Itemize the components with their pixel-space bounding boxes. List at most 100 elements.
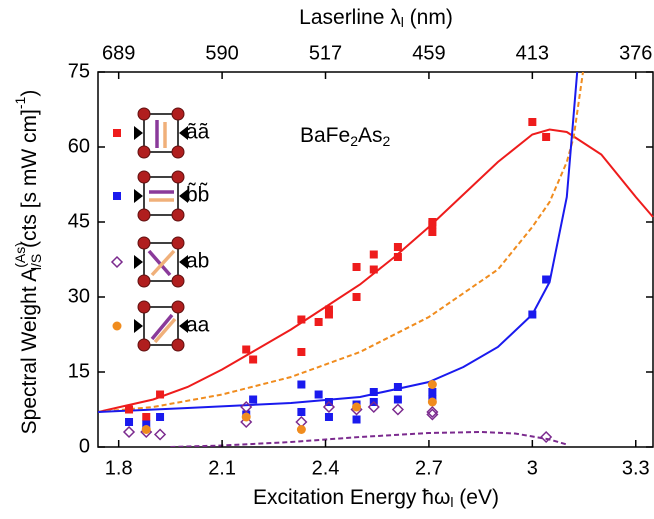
- legend-label: ãã: [186, 121, 210, 144]
- fit-line: [98, 72, 579, 413]
- legend-label: ab: [186, 250, 209, 273]
- icon-atom: [137, 107, 151, 121]
- icon-arrow: [147, 249, 172, 277]
- annotation-sub: 2: [383, 133, 391, 149]
- icon-atom: [171, 236, 185, 250]
- x2-label-sub: l: [401, 14, 404, 30]
- icon-atom: [171, 170, 185, 184]
- x-label-part: Excitation Energy ħω: [253, 486, 450, 509]
- data-point: [125, 405, 134, 414]
- legend-icon: [134, 236, 188, 288]
- data-point: [324, 305, 333, 314]
- y-label-sub: l/S: [28, 254, 44, 270]
- plot-frame: [97, 71, 654, 448]
- x-label-part: (eV): [453, 486, 499, 509]
- data-point: [369, 250, 378, 259]
- data-point: [369, 265, 378, 274]
- icon-atom: [137, 236, 151, 250]
- y-label-part: ): [18, 90, 41, 97]
- legend-marker: [112, 321, 122, 331]
- data-point: [324, 413, 333, 421]
- data-point: [393, 253, 402, 261]
- icon-atom: [137, 170, 151, 184]
- x-tick-label: 2.1: [208, 457, 236, 479]
- x2-tick-label: 459: [412, 42, 445, 64]
- y-tick-label: 60: [68, 135, 90, 157]
- data-point: [314, 318, 323, 326]
- x-tick-label: 3: [527, 457, 538, 479]
- annotation-part: BaFe: [300, 124, 350, 147]
- icon-arrow: [153, 317, 177, 344]
- data-point: [296, 425, 306, 434]
- x2-tick-label: 376: [619, 42, 652, 64]
- icon-atom: [137, 300, 151, 314]
- x-tick-label: 3.3: [622, 457, 650, 479]
- data-point: [542, 275, 551, 284]
- data-point: [426, 405, 439, 419]
- data-point: [240, 415, 253, 429]
- icon-atom: [171, 107, 185, 121]
- annotation-part: As: [358, 124, 383, 147]
- icon-arrowhead: [134, 189, 143, 203]
- fit-line: [98, 72, 584, 413]
- icon-atom: [137, 145, 151, 159]
- y-tick-label: 75: [68, 60, 90, 82]
- y-label-part: (cts [s mW cm]: [18, 109, 41, 254]
- y-label-part: Spectral Weight A: [18, 268, 41, 435]
- data-point: [156, 413, 165, 421]
- data-point: [324, 310, 333, 319]
- annotation: BaFe2As2: [300, 124, 391, 149]
- data-point: [297, 380, 306, 389]
- legend-icon: [134, 170, 188, 222]
- data-point: [352, 415, 361, 424]
- data-point: [393, 395, 402, 404]
- legend-label: aa: [186, 314, 210, 337]
- icon-arrowhead: [179, 126, 188, 140]
- data-point: [528, 118, 537, 126]
- y-tick-label: 15: [68, 360, 90, 382]
- data-point: [142, 413, 151, 421]
- data-point: [249, 355, 258, 364]
- fit-line: [170, 430, 568, 447]
- y-axis-label: Spectral Weight A(As)l/S (cts [s mW cm]-…: [12, 90, 44, 435]
- legend-icon: [134, 300, 188, 352]
- data-point: [367, 400, 380, 414]
- icon-box: [143, 176, 179, 216]
- data-point: [122, 425, 136, 439]
- data-point: [428, 228, 437, 236]
- icon-atom: [171, 145, 185, 159]
- icon-box: [143, 113, 179, 153]
- legend-marker: [110, 255, 124, 269]
- icon-arrowhead: [134, 126, 143, 140]
- data-point: [141, 425, 151, 434]
- data-point: [427, 397, 437, 407]
- legend-icon: [134, 107, 188, 159]
- data-point: [428, 388, 437, 396]
- data-point: [297, 348, 306, 356]
- data-point: [241, 412, 251, 422]
- legend-marker: [113, 192, 121, 200]
- data-point: [314, 390, 323, 399]
- y-tick-label: 45: [68, 210, 90, 232]
- data-point: [428, 218, 437, 226]
- data-point: [240, 400, 253, 414]
- data-point: [393, 383, 402, 391]
- annotation-sub: 2: [350, 133, 358, 149]
- icon-arrowhead: [134, 319, 143, 333]
- data-point: [156, 390, 165, 399]
- data-point: [369, 388, 378, 396]
- icon-box: [143, 242, 179, 282]
- y-tick-label: 30: [68, 285, 90, 307]
- x2-tick-label: 413: [516, 42, 549, 64]
- data-point: [142, 420, 151, 429]
- data-point: [352, 402, 362, 412]
- icon-arrowhead: [179, 189, 188, 203]
- icon-atom: [171, 208, 185, 222]
- icon-atom: [137, 274, 151, 288]
- x-tick-label: 2.4: [312, 457, 340, 479]
- y-tick-label: 0: [79, 435, 90, 457]
- data-point: [542, 133, 551, 141]
- data-point: [427, 380, 437, 389]
